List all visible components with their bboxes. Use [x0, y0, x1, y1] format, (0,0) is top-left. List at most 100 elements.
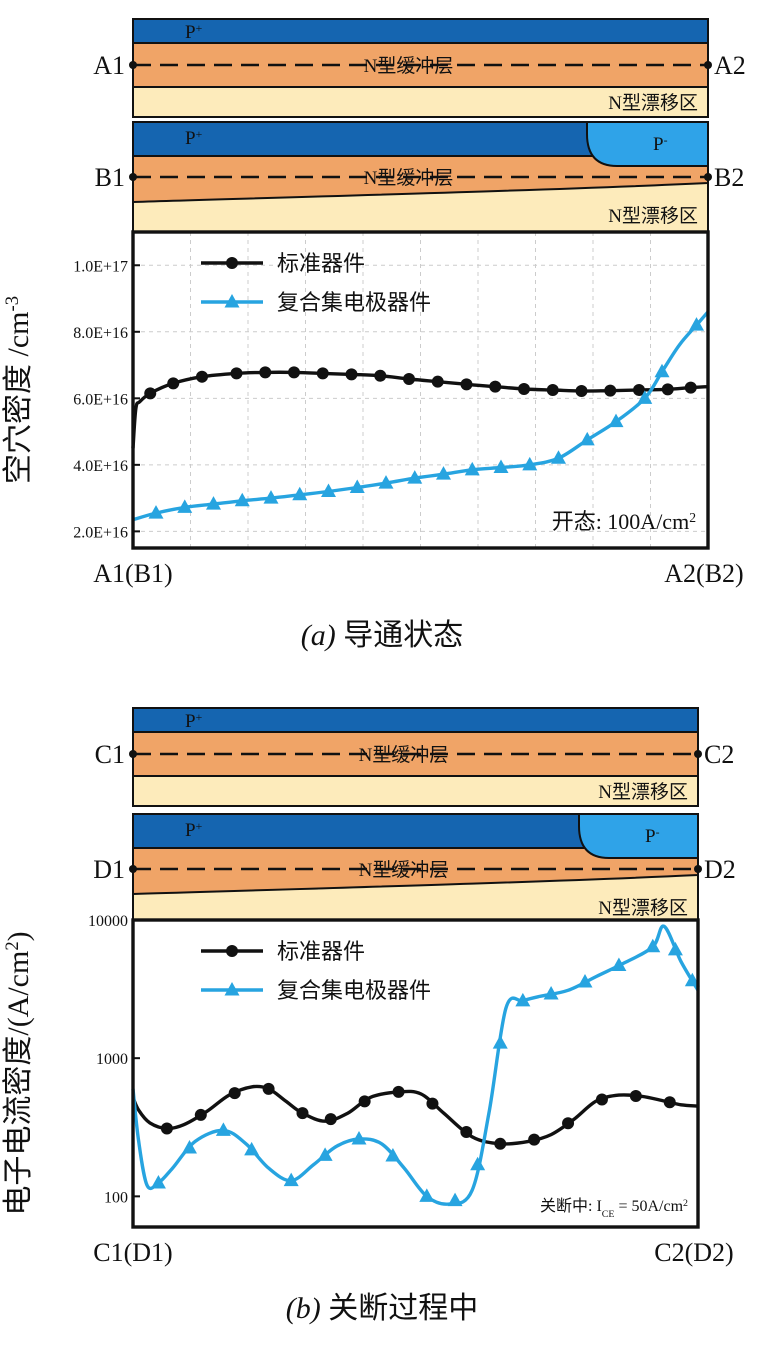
panel-caption-letter: (b)	[286, 1292, 321, 1325]
standard-device-point	[324, 1113, 337, 1126]
standard-device-point	[358, 1095, 371, 1108]
composite-device-point	[378, 475, 394, 489]
y-tick-label-3: 8.0E+16	[73, 325, 128, 342]
cut-end-dot	[694, 865, 702, 873]
composite-device-point	[148, 505, 164, 519]
composite-device-point	[150, 1174, 166, 1189]
composite-device-point	[351, 1131, 367, 1145]
p-plus-superscript: +	[196, 22, 203, 35]
annotation-subscript: CE	[602, 1209, 615, 1220]
cut-end-label: A2	[714, 51, 746, 80]
panel-caption-text: 关断过程中	[321, 1292, 479, 1325]
annotation: 关断中: ICE = 50A/cm2	[540, 1197, 688, 1220]
composite-device-point	[522, 456, 538, 471]
y-tick-label-0: 100	[104, 1189, 128, 1206]
cut-start-dot	[129, 750, 137, 758]
legend-label-composite: 复合集电极器件	[277, 978, 431, 1003]
standard-device-point	[259, 366, 272, 379]
standard-device-point	[403, 373, 415, 386]
annotation-superscript: 2	[683, 1198, 688, 1209]
n-drift-layer	[132, 775, 699, 807]
standard-device-point	[374, 369, 387, 382]
composite-device-point	[436, 466, 451, 480]
standard-device-point	[316, 367, 329, 380]
standard-device-point	[595, 1093, 608, 1106]
standard-device-point	[345, 368, 358, 381]
cut-start-dot	[129, 865, 137, 873]
standard-device-point	[494, 1137, 507, 1150]
cut-end-dot	[704, 173, 712, 181]
standard-device-point	[575, 384, 588, 397]
legend-marker-standard	[226, 257, 238, 269]
x-end-label: C2(D2)	[654, 1238, 733, 1267]
drift-label: N型漂移区	[608, 205, 698, 227]
panel-caption-letter: (a)	[301, 619, 336, 652]
standard-device-point	[629, 1089, 642, 1102]
composite-device-point	[244, 1141, 260, 1156]
y-tick-label-1: 1000	[96, 1051, 128, 1068]
standard-device-point	[262, 1082, 275, 1095]
composite-device-point	[515, 992, 531, 1007]
legend-label-composite: 复合集电极器件	[277, 290, 431, 315]
y-tick-label-2: 6.0E+16	[73, 391, 128, 408]
plot-frame	[131, 918, 700, 1229]
standard-device-point	[167, 377, 180, 390]
buffer-label: N型缓冲层	[364, 167, 454, 189]
composite-device-point	[263, 490, 279, 504]
y-axis-title: 电子电流密度/(A/cm2)	[2, 931, 36, 1215]
panel-caption: (b) 关断过程中	[286, 1292, 478, 1325]
composite-device-point	[493, 459, 509, 474]
drift-label: N型漂移区	[608, 92, 698, 114]
cut-start-dot	[129, 173, 137, 181]
cut-start-label: D1	[93, 855, 125, 884]
composite-device-point	[684, 972, 700, 987]
standard-device-point	[288, 366, 300, 379]
standard-device-point	[296, 1107, 309, 1120]
panel-caption: (a) 导通状态	[301, 619, 463, 652]
cut-end-label: D2	[704, 855, 736, 884]
composite-device-point	[464, 461, 480, 476]
cut-end-label: C2	[704, 740, 734, 769]
y-axis-title-superscript: -3	[2, 296, 23, 312]
composite-device-point	[667, 941, 683, 956]
annotation-prefix: 关断中: I	[540, 1197, 602, 1215]
y-tick-label-0: 2.0E+16	[73, 524, 128, 541]
composite-device-point	[645, 938, 661, 953]
annotation: 开态: 100A/cm2	[552, 509, 697, 534]
panel-caption-text: 导通状态	[336, 619, 464, 652]
drift-label: N型漂移区	[598, 897, 688, 919]
composite-device-point	[283, 1172, 299, 1187]
composite-device-point	[234, 492, 250, 507]
series-group	[131, 310, 710, 522]
y-tick-label-1: 4.0E+16	[73, 458, 128, 475]
p-minus-region	[586, 121, 709, 167]
standard-device-point	[460, 378, 473, 391]
annotation-superscript: 2	[689, 510, 696, 525]
standard-device-point	[518, 383, 530, 396]
composite-device-point	[407, 470, 423, 484]
n-buffer-layer	[132, 155, 709, 204]
p-plus-superscript: +	[196, 128, 203, 141]
p-minus-superscript: -	[656, 826, 660, 839]
buffer-label: N型缓冲层	[359, 744, 449, 766]
buffer-label: N型缓冲层	[359, 859, 449, 881]
cut-end-label: B2	[714, 163, 744, 192]
annotation-suffix: = 50A/cm	[614, 1198, 683, 1215]
composite-device-point	[206, 496, 221, 510]
standard-device-point	[528, 1133, 541, 1146]
standard-device-point	[663, 1096, 676, 1109]
composite-device-point	[177, 499, 193, 513]
composite-device-point	[608, 413, 624, 428]
series-group	[131, 924, 700, 1207]
standard-device-point	[144, 387, 157, 400]
standard-device-point	[460, 1126, 473, 1139]
composite-device-point	[215, 1122, 231, 1136]
legend-label-standard: 标准器件	[277, 939, 365, 964]
composite-device-point	[182, 1140, 197, 1154]
p-plus-layer	[132, 707, 699, 733]
